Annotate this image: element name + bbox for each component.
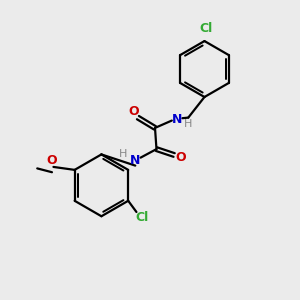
Text: H: H <box>119 149 128 159</box>
Text: Cl: Cl <box>135 212 148 224</box>
Text: H: H <box>184 119 193 129</box>
Text: Cl: Cl <box>199 22 213 34</box>
Text: N: N <box>130 154 140 167</box>
Text: O: O <box>128 105 139 118</box>
Text: O: O <box>175 152 186 164</box>
Text: N: N <box>172 112 182 126</box>
Text: O: O <box>47 154 57 167</box>
